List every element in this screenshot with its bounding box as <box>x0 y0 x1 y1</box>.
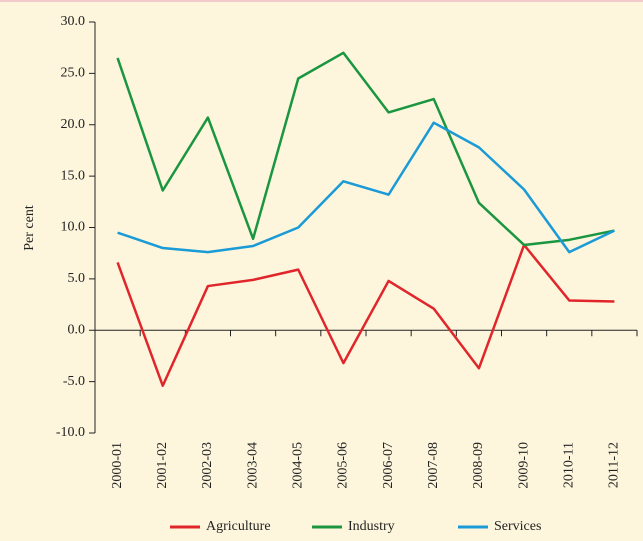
series-line <box>116 51 615 247</box>
x-tick-label: 2000-01 <box>110 442 125 489</box>
legend-label: Agriculture <box>206 519 271 534</box>
x-tick-label: 2003-04 <box>245 442 260 489</box>
x-tick-label: 2011-12 <box>607 442 622 488</box>
x-tick-label: 2002-03 <box>200 442 215 489</box>
x-tick-label: 2009-10 <box>516 442 531 489</box>
y-tick-label: 25.0 <box>61 66 86 81</box>
x-tick-label: 2006-07 <box>381 442 396 489</box>
x-tick-label: 2007-08 <box>426 442 441 489</box>
y-tick-label: 30.0 <box>61 14 86 29</box>
y-tick-label: -5.0 <box>63 374 85 389</box>
y-tick-label: 20.0 <box>61 117 86 132</box>
y-tick-label: 5.0 <box>68 271 86 286</box>
x-tick-label: 2001-02 <box>155 442 170 489</box>
y-tick-label: 10.0 <box>61 220 86 235</box>
legend-label: Services <box>494 519 541 534</box>
x-tick-label: 2010-11 <box>561 442 576 488</box>
y-axis-label: Per cent <box>22 205 37 251</box>
x-tick-label: 2005-06 <box>336 442 351 489</box>
y-tick-label: 0.0 <box>68 322 86 337</box>
legend-label: Industry <box>348 519 395 534</box>
y-tick-label: -10.0 <box>56 425 85 440</box>
x-tick-label: 2008-09 <box>471 442 486 489</box>
y-tick-label: 15.0 <box>61 168 86 183</box>
series-line <box>116 243 615 387</box>
x-tick-label: 2004-05 <box>290 442 305 489</box>
series-line <box>117 121 615 254</box>
